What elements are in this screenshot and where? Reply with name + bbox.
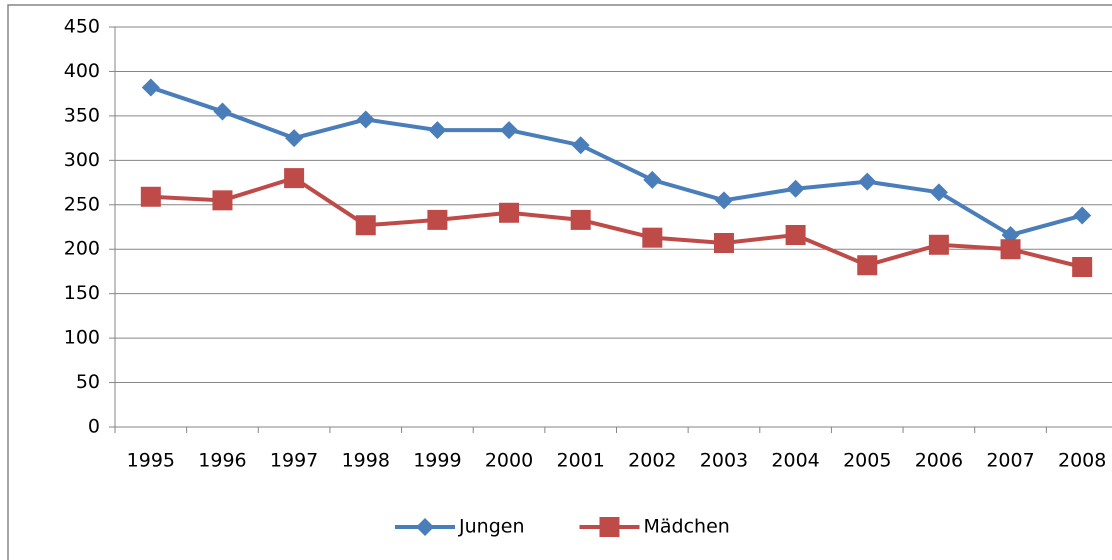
x-tick-label: 2007	[986, 450, 1034, 472]
x-tick-label: 2008	[1058, 450, 1106, 472]
y-tick-label: 300	[64, 149, 100, 171]
x-tick-label: 2005	[843, 450, 891, 472]
marker	[642, 227, 663, 248]
legend-label: Mädchen	[643, 516, 729, 538]
x-tick-label: 1999	[413, 450, 461, 472]
y-tick-label: 400	[64, 60, 100, 82]
marker	[1072, 257, 1093, 277]
marker	[928, 234, 949, 255]
x-tick-label: 1998	[342, 450, 390, 472]
y-tick-label: 450	[64, 16, 100, 38]
marker	[570, 209, 591, 230]
x-tick-label: 1995	[127, 450, 175, 472]
y-tick-label: 0	[88, 416, 100, 438]
marker	[786, 179, 805, 198]
legend-label: Jungen	[458, 516, 524, 538]
marker	[857, 255, 878, 276]
marker	[355, 215, 376, 236]
marker	[599, 517, 620, 537]
marker	[141, 78, 160, 97]
x-tick-label: 2002	[628, 450, 676, 472]
x-tick-label: 2000	[485, 450, 533, 472]
x-tick-label: 2006	[915, 450, 963, 472]
y-tick-label: 50	[76, 371, 100, 393]
y-tick-label: 200	[64, 238, 100, 260]
y-tick-label: 350	[64, 104, 100, 126]
chart-border	[7, 4, 1112, 560]
marker	[929, 183, 948, 202]
x-tick-label: 2004	[771, 450, 819, 472]
marker	[427, 209, 448, 230]
marker	[714, 191, 733, 210]
marker	[356, 110, 375, 129]
y-tick-label: 250	[64, 193, 100, 215]
marker	[1073, 206, 1092, 225]
x-tick-label: 2001	[556, 450, 604, 472]
marker	[571, 136, 590, 155]
x-tick-label: 2003	[700, 450, 748, 472]
marker	[858, 172, 877, 191]
marker	[785, 225, 806, 245]
marker	[140, 186, 161, 207]
marker	[284, 168, 305, 189]
marker	[643, 170, 662, 189]
marker	[428, 121, 447, 140]
x-tick-label: 1996	[198, 450, 246, 472]
marker	[500, 121, 519, 140]
x-tick-label: 1997	[270, 450, 318, 472]
marker	[285, 129, 304, 148]
series-line	[150, 85, 1083, 238]
marker	[212, 190, 233, 211]
series-line	[150, 175, 1083, 269]
marker	[213, 102, 232, 121]
y-tick-label: 150	[64, 282, 100, 304]
marker	[713, 233, 734, 253]
y-tick-label: 100	[64, 327, 100, 349]
marker	[1000, 239, 1021, 260]
marker	[499, 202, 520, 223]
marker	[416, 518, 434, 536]
